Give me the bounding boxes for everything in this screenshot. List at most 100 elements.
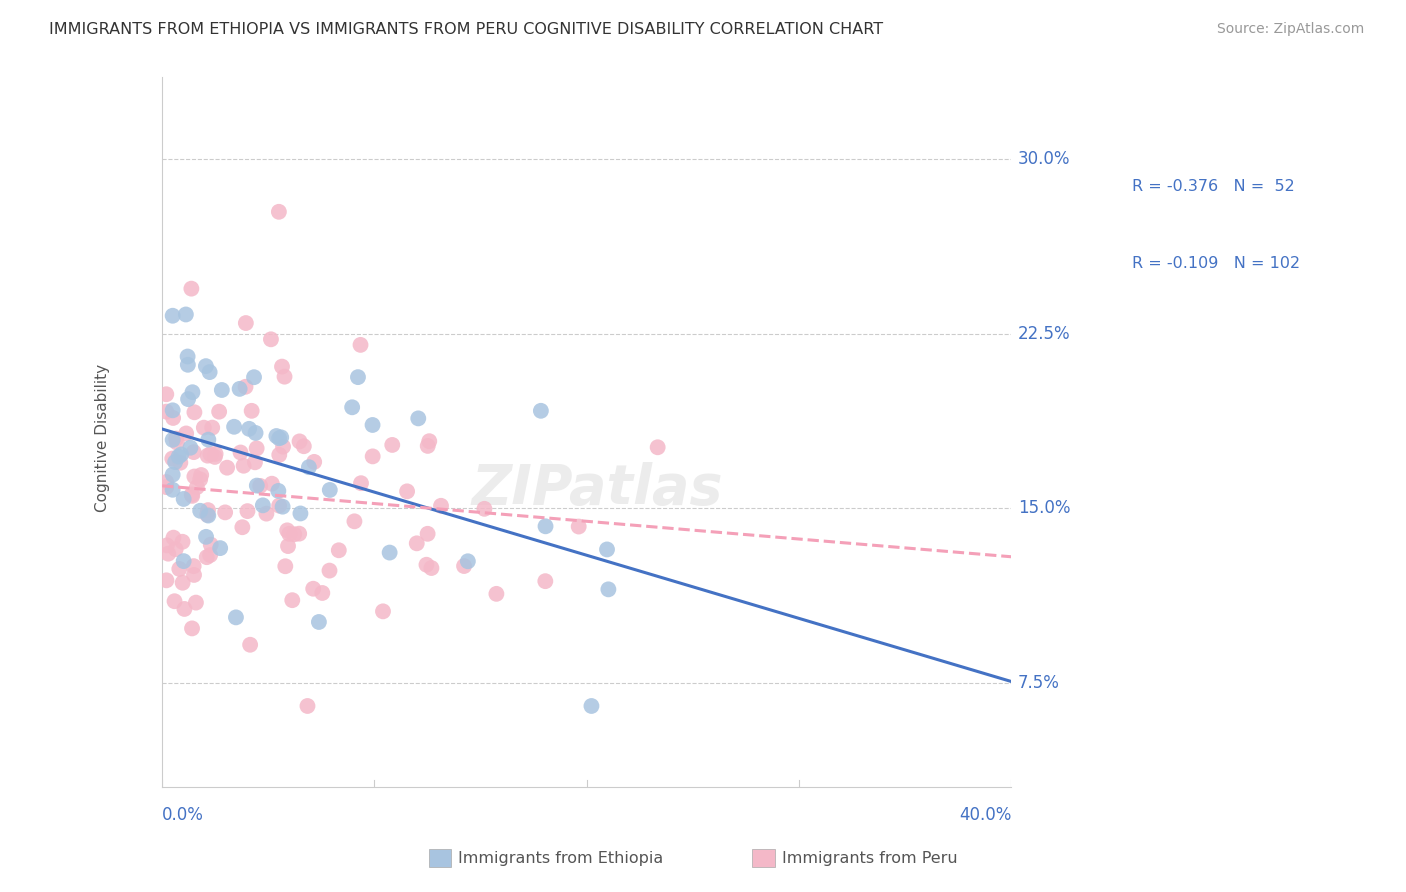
Point [252, 499, 274, 513]
Point [157, 547, 180, 561]
Point [302, 455, 325, 469]
Point [197, 449, 219, 463]
Point [416, 439, 439, 453]
Point [278, 526, 301, 541]
Point [169, 562, 191, 576]
Point [254, 507, 277, 521]
Point [183, 568, 205, 582]
Point [155, 404, 177, 418]
Point [308, 615, 330, 629]
Point [349, 338, 371, 352]
Point [166, 435, 188, 450]
Point [179, 441, 201, 455]
Point [162, 309, 184, 323]
Point [271, 500, 294, 514]
Point [173, 554, 195, 568]
Point [172, 575, 194, 590]
Point [173, 491, 195, 506]
Point [156, 538, 179, 552]
Point [195, 508, 218, 522]
Point [378, 545, 401, 559]
Point [260, 332, 283, 346]
Point [174, 426, 197, 441]
Point [453, 559, 475, 574]
Point [235, 380, 257, 394]
Point [534, 574, 557, 589]
Point [197, 433, 219, 447]
Point [288, 526, 311, 541]
Point [430, 499, 453, 513]
Point [277, 539, 299, 553]
Point [236, 504, 259, 518]
Point [418, 434, 440, 449]
Point [260, 476, 283, 491]
Point [181, 621, 204, 635]
Point [228, 382, 250, 396]
Point [208, 405, 231, 419]
Point [176, 350, 198, 364]
Point [155, 480, 177, 494]
Point [415, 558, 437, 572]
Point [214, 505, 236, 519]
Point [420, 561, 443, 575]
Point [290, 507, 312, 521]
Text: IMMIGRANTS FROM ETHIOPIA VS IMMIGRANTS FROM PERU COGNITIVE DISABILITY CORRELATIO: IMMIGRANTS FROM ETHIOPIA VS IMMIGRANTS F… [49, 22, 883, 37]
Point [204, 447, 226, 461]
Point [177, 358, 200, 372]
Point [197, 503, 219, 517]
Point [270, 430, 292, 444]
Point [361, 417, 384, 432]
Point [231, 520, 253, 534]
Point [169, 456, 191, 470]
Point [200, 447, 222, 461]
Point [319, 483, 342, 497]
Point [596, 542, 619, 557]
Point [239, 638, 262, 652]
Text: Immigrants from Ethiopia: Immigrants from Ethiopia [458, 851, 664, 865]
Text: Immigrants from Peru: Immigrants from Peru [782, 851, 957, 865]
Point [173, 602, 195, 616]
Point [162, 451, 184, 466]
Point [181, 385, 204, 400]
Point [200, 538, 222, 552]
Point [530, 404, 553, 418]
Point [297, 698, 319, 713]
Point [350, 476, 373, 491]
Point [361, 450, 384, 464]
Point [271, 359, 294, 374]
Point [162, 411, 184, 425]
Point [288, 434, 311, 449]
Text: 15.0%: 15.0% [1018, 500, 1070, 517]
Point [181, 489, 204, 503]
Point [271, 440, 294, 454]
Point [201, 420, 224, 434]
Point [328, 543, 350, 558]
Point [292, 439, 315, 453]
Text: 0.0%: 0.0% [162, 806, 204, 824]
Point [647, 440, 669, 454]
Point [188, 504, 211, 518]
Point [183, 405, 205, 419]
Point [276, 524, 298, 538]
Point [183, 469, 205, 483]
Point [222, 419, 245, 434]
Point [243, 370, 266, 384]
Point [188, 472, 211, 486]
Point [269, 499, 291, 513]
Point [347, 370, 370, 384]
Point [193, 420, 215, 434]
Point [485, 587, 508, 601]
Point [568, 519, 591, 533]
Point [165, 455, 187, 469]
Text: R = -0.109   N = 102: R = -0.109 N = 102 [1132, 256, 1301, 271]
Point [273, 369, 295, 384]
Point [204, 450, 226, 464]
Point [267, 204, 290, 219]
Point [269, 431, 291, 445]
Point [225, 610, 247, 624]
Point [183, 445, 205, 459]
Text: R = -0.376   N =  52: R = -0.376 N = 52 [1132, 179, 1295, 194]
Point [190, 468, 212, 483]
Point [172, 534, 194, 549]
Point [267, 483, 290, 498]
